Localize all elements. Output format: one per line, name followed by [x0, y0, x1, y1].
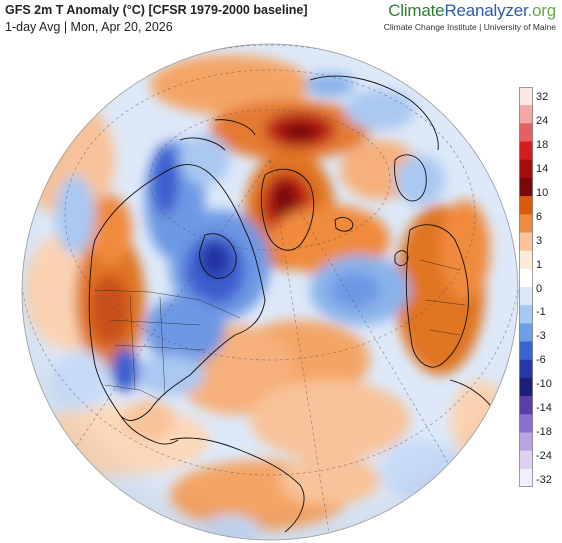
colorbar-tick-label: -10 — [536, 378, 552, 391]
brand-logo[interactable]: ClimateReanalyzer.org Climate Change Ins… — [384, 1, 556, 32]
colorbar-tick-label: 14 — [536, 162, 549, 175]
colorbar-tick-label: 0 — [536, 282, 543, 295]
colorbar-swatch — [519, 123, 533, 142]
colorbar-tick-label: -24 — [536, 450, 552, 463]
colorbar-swatch — [519, 196, 533, 215]
colorbar-swatch — [519, 250, 533, 270]
brand-wordmark-org: .org — [527, 1, 557, 20]
colorbar-swatch — [519, 377, 533, 397]
colorbar-tick-label: 6 — [536, 210, 543, 223]
brand-wordmark-climate: Climate — [388, 1, 445, 20]
colorbar-swatch — [519, 177, 533, 197]
map-subtitle: 1-day Avg | Mon, Apr 20, 2026 — [5, 20, 173, 34]
brand-wordmark-reanalyzer: Reanalyzer — [444, 1, 528, 20]
colorbar-swatch — [519, 450, 533, 470]
colorbar-swatch — [519, 323, 533, 342]
globe-outline — [21, 43, 519, 541]
colorbar-swatch — [519, 305, 533, 324]
brand-tagline: Climate Change Institute | University of… — [383, 22, 556, 32]
colorbar-tick-label: -1 — [536, 306, 546, 319]
colorbar-swatch — [519, 159, 533, 179]
map-title: GFS 2m T Anomaly (°C) [CFSR 1979-2000 ba… — [5, 3, 308, 17]
colorbar-tick-label: 1 — [536, 258, 543, 271]
colorbar-tick-label: 10 — [536, 186, 549, 199]
colorbar-swatch — [519, 341, 533, 361]
colorbar-swatch — [519, 232, 533, 252]
colorbar-swatch — [519, 432, 533, 452]
colorbar-tick-label: -3 — [536, 330, 546, 343]
brand-wordmark: ClimateReanalyzer.org — [384, 1, 556, 21]
colorbar-swatch — [519, 214, 533, 233]
colorbar-frame — [519, 87, 533, 487]
colorbar-tick-label: -18 — [536, 426, 552, 439]
colorbar-swatch — [519, 468, 533, 487]
colorbar-swatch — [519, 268, 533, 288]
colorbar-tick-label: 24 — [536, 114, 549, 127]
colorbar — [519, 87, 533, 487]
colorbar-tick-label: -14 — [536, 402, 552, 415]
colorbar-tick-label: -32 — [536, 474, 552, 486]
colorbar-tick-label: 3 — [536, 234, 543, 247]
colorbar-tick-label: -6 — [536, 354, 546, 367]
colorbar-swatch — [519, 287, 533, 306]
colorbar-swatch — [519, 396, 533, 415]
colorbar-swatch — [519, 87, 533, 106]
colorbar-tick-label: 32 — [536, 91, 549, 103]
colorbar-swatch — [519, 105, 533, 124]
colorbar-swatch — [519, 414, 533, 433]
colorbar-swatch — [519, 141, 533, 161]
colorbar-tick-label: 18 — [536, 138, 549, 151]
colorbar-swatch — [519, 359, 533, 379]
